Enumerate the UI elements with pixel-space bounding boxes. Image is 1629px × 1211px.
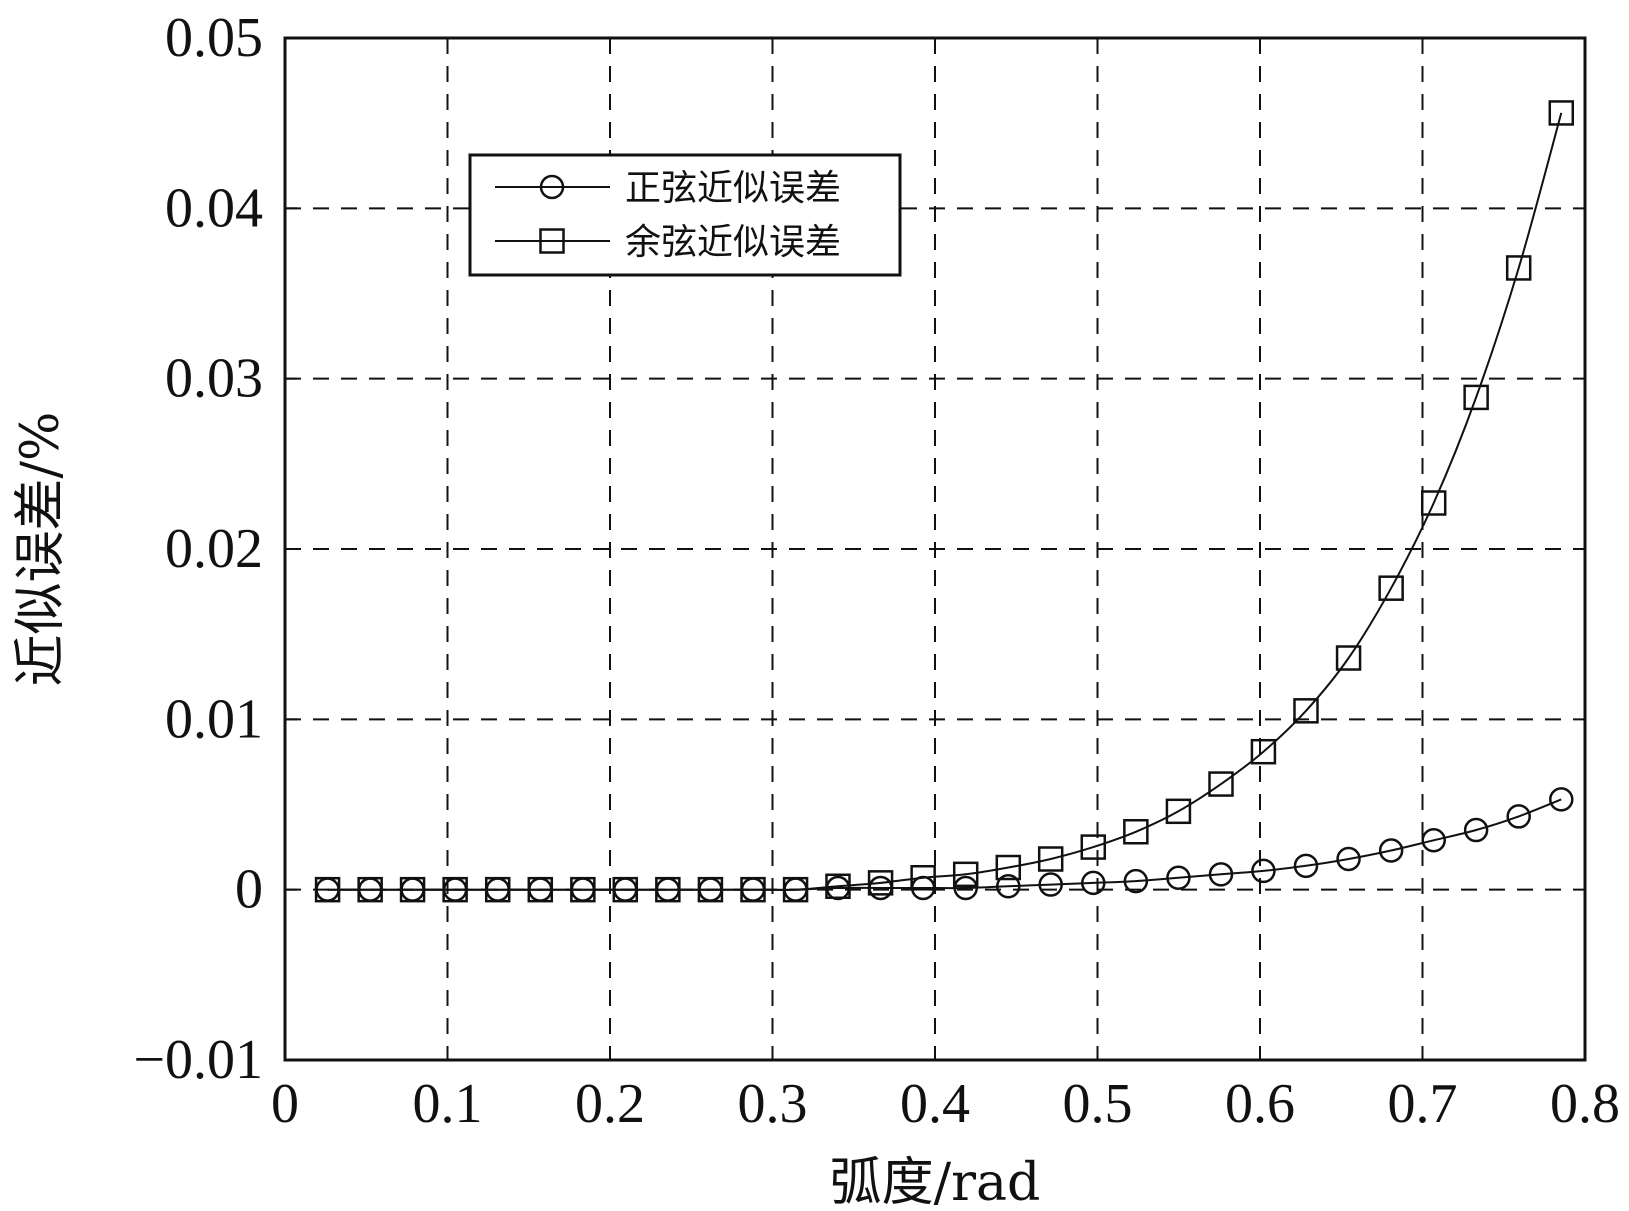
data-point-square <box>399 876 426 903</box>
data-point-square <box>910 864 936 891</box>
data-point-circle <box>1123 868 1149 894</box>
data-point-square <box>655 876 681 903</box>
legend: 正弦近似误差 余弦近似误差 <box>468 153 902 277</box>
data-point-square <box>357 876 383 903</box>
data-point-circle <box>1463 817 1489 843</box>
y-axis-label: 近似误差/% <box>11 412 71 687</box>
data-point-circle <box>1081 870 1106 896</box>
data-point-square <box>527 876 554 903</box>
data-point-circle <box>1166 865 1191 890</box>
y-tick-label: −0.01 <box>133 1029 263 1091</box>
legend-entry-cosine: 余弦近似误差 <box>495 222 841 263</box>
data-point-square <box>314 876 341 903</box>
data-point-square <box>1165 798 1192 825</box>
x-tick-label: 0.2 <box>575 1073 645 1135</box>
data-point-circle <box>1549 787 1574 812</box>
data-point-square <box>1378 575 1404 601</box>
y-tick-label: 0 <box>235 859 263 921</box>
x-axis-ticks: 0 0.1 0.2 0.3 0.4 0.5 0.6 0.7 0.8 <box>271 1048 1620 1135</box>
data-point-square <box>1335 645 1362 671</box>
legend-marker-circle <box>539 174 565 200</box>
data-point-square <box>1080 834 1107 860</box>
legend-box <box>468 153 902 277</box>
legend-marker-square <box>539 228 565 254</box>
data-point-square <box>782 876 809 903</box>
data-point-square <box>570 876 596 903</box>
data-point-circle <box>1251 858 1276 884</box>
data-point-circle <box>1038 872 1063 897</box>
data-point-square <box>697 876 724 903</box>
x-tick-label: 0.7 <box>1388 1073 1458 1135</box>
series-line-1 <box>327 112 1563 891</box>
x-axis-label: 弧度/rad <box>830 1153 1041 1211</box>
data-point-circle <box>1293 853 1319 879</box>
data-point-square <box>1208 771 1234 797</box>
data-point-circle <box>996 874 1021 899</box>
data-point-square <box>1463 384 1489 411</box>
x-tick-label: 0 <box>271 1073 299 1135</box>
data-point-square <box>612 876 639 903</box>
x-tick-label: 0.5 <box>1063 1073 1133 1135</box>
data-point-square <box>867 870 894 896</box>
x-tick-label: 0.8 <box>1550 1073 1620 1135</box>
data-point-circle <box>1336 846 1361 872</box>
series-curves <box>327 112 1563 891</box>
data-point-square <box>1293 698 1319 724</box>
y-tick-label: 0.03 <box>165 348 263 410</box>
data-point-square <box>1420 490 1447 516</box>
x-tick-label: 0.6 <box>1225 1073 1295 1135</box>
data-point-circle <box>1378 838 1404 863</box>
data-point-square <box>442 876 468 903</box>
y-axis-ticks: −0.01 0 0.01 0.02 0.03 0.04 0.05 <box>133 7 297 1091</box>
data-point-square <box>1037 846 1064 872</box>
x-tick-label: 0.4 <box>900 1073 970 1135</box>
series-markers <box>314 100 1575 903</box>
y-tick-label: 0.01 <box>165 688 263 750</box>
x-tick-label: 0.3 <box>738 1073 808 1135</box>
data-point-square <box>484 876 511 903</box>
legend-entry-sine: 正弦近似误差 <box>495 168 841 209</box>
y-tick-label: 0.02 <box>165 518 263 580</box>
x-tick-label: 0.1 <box>413 1073 483 1135</box>
legend-label-cosine: 余弦近似误差 <box>625 222 841 263</box>
data-point-circle <box>953 875 978 901</box>
y-tick-label: 0.05 <box>165 7 263 69</box>
y-tick-label: 0.04 <box>165 177 263 239</box>
legend-label-sine: 正弦近似误差 <box>625 168 841 209</box>
data-point-square <box>740 876 766 903</box>
data-point-square <box>952 861 979 888</box>
data-point-square <box>1123 819 1149 845</box>
data-point-circle <box>1506 804 1531 829</box>
data-point-square <box>1250 738 1277 765</box>
data-point-square <box>1505 255 1532 281</box>
data-point-circle <box>1208 862 1234 887</box>
data-point-circle <box>1421 828 1446 853</box>
data-point-square <box>1548 100 1575 126</box>
data-point-square <box>825 873 851 900</box>
data-point-square <box>995 854 1022 881</box>
